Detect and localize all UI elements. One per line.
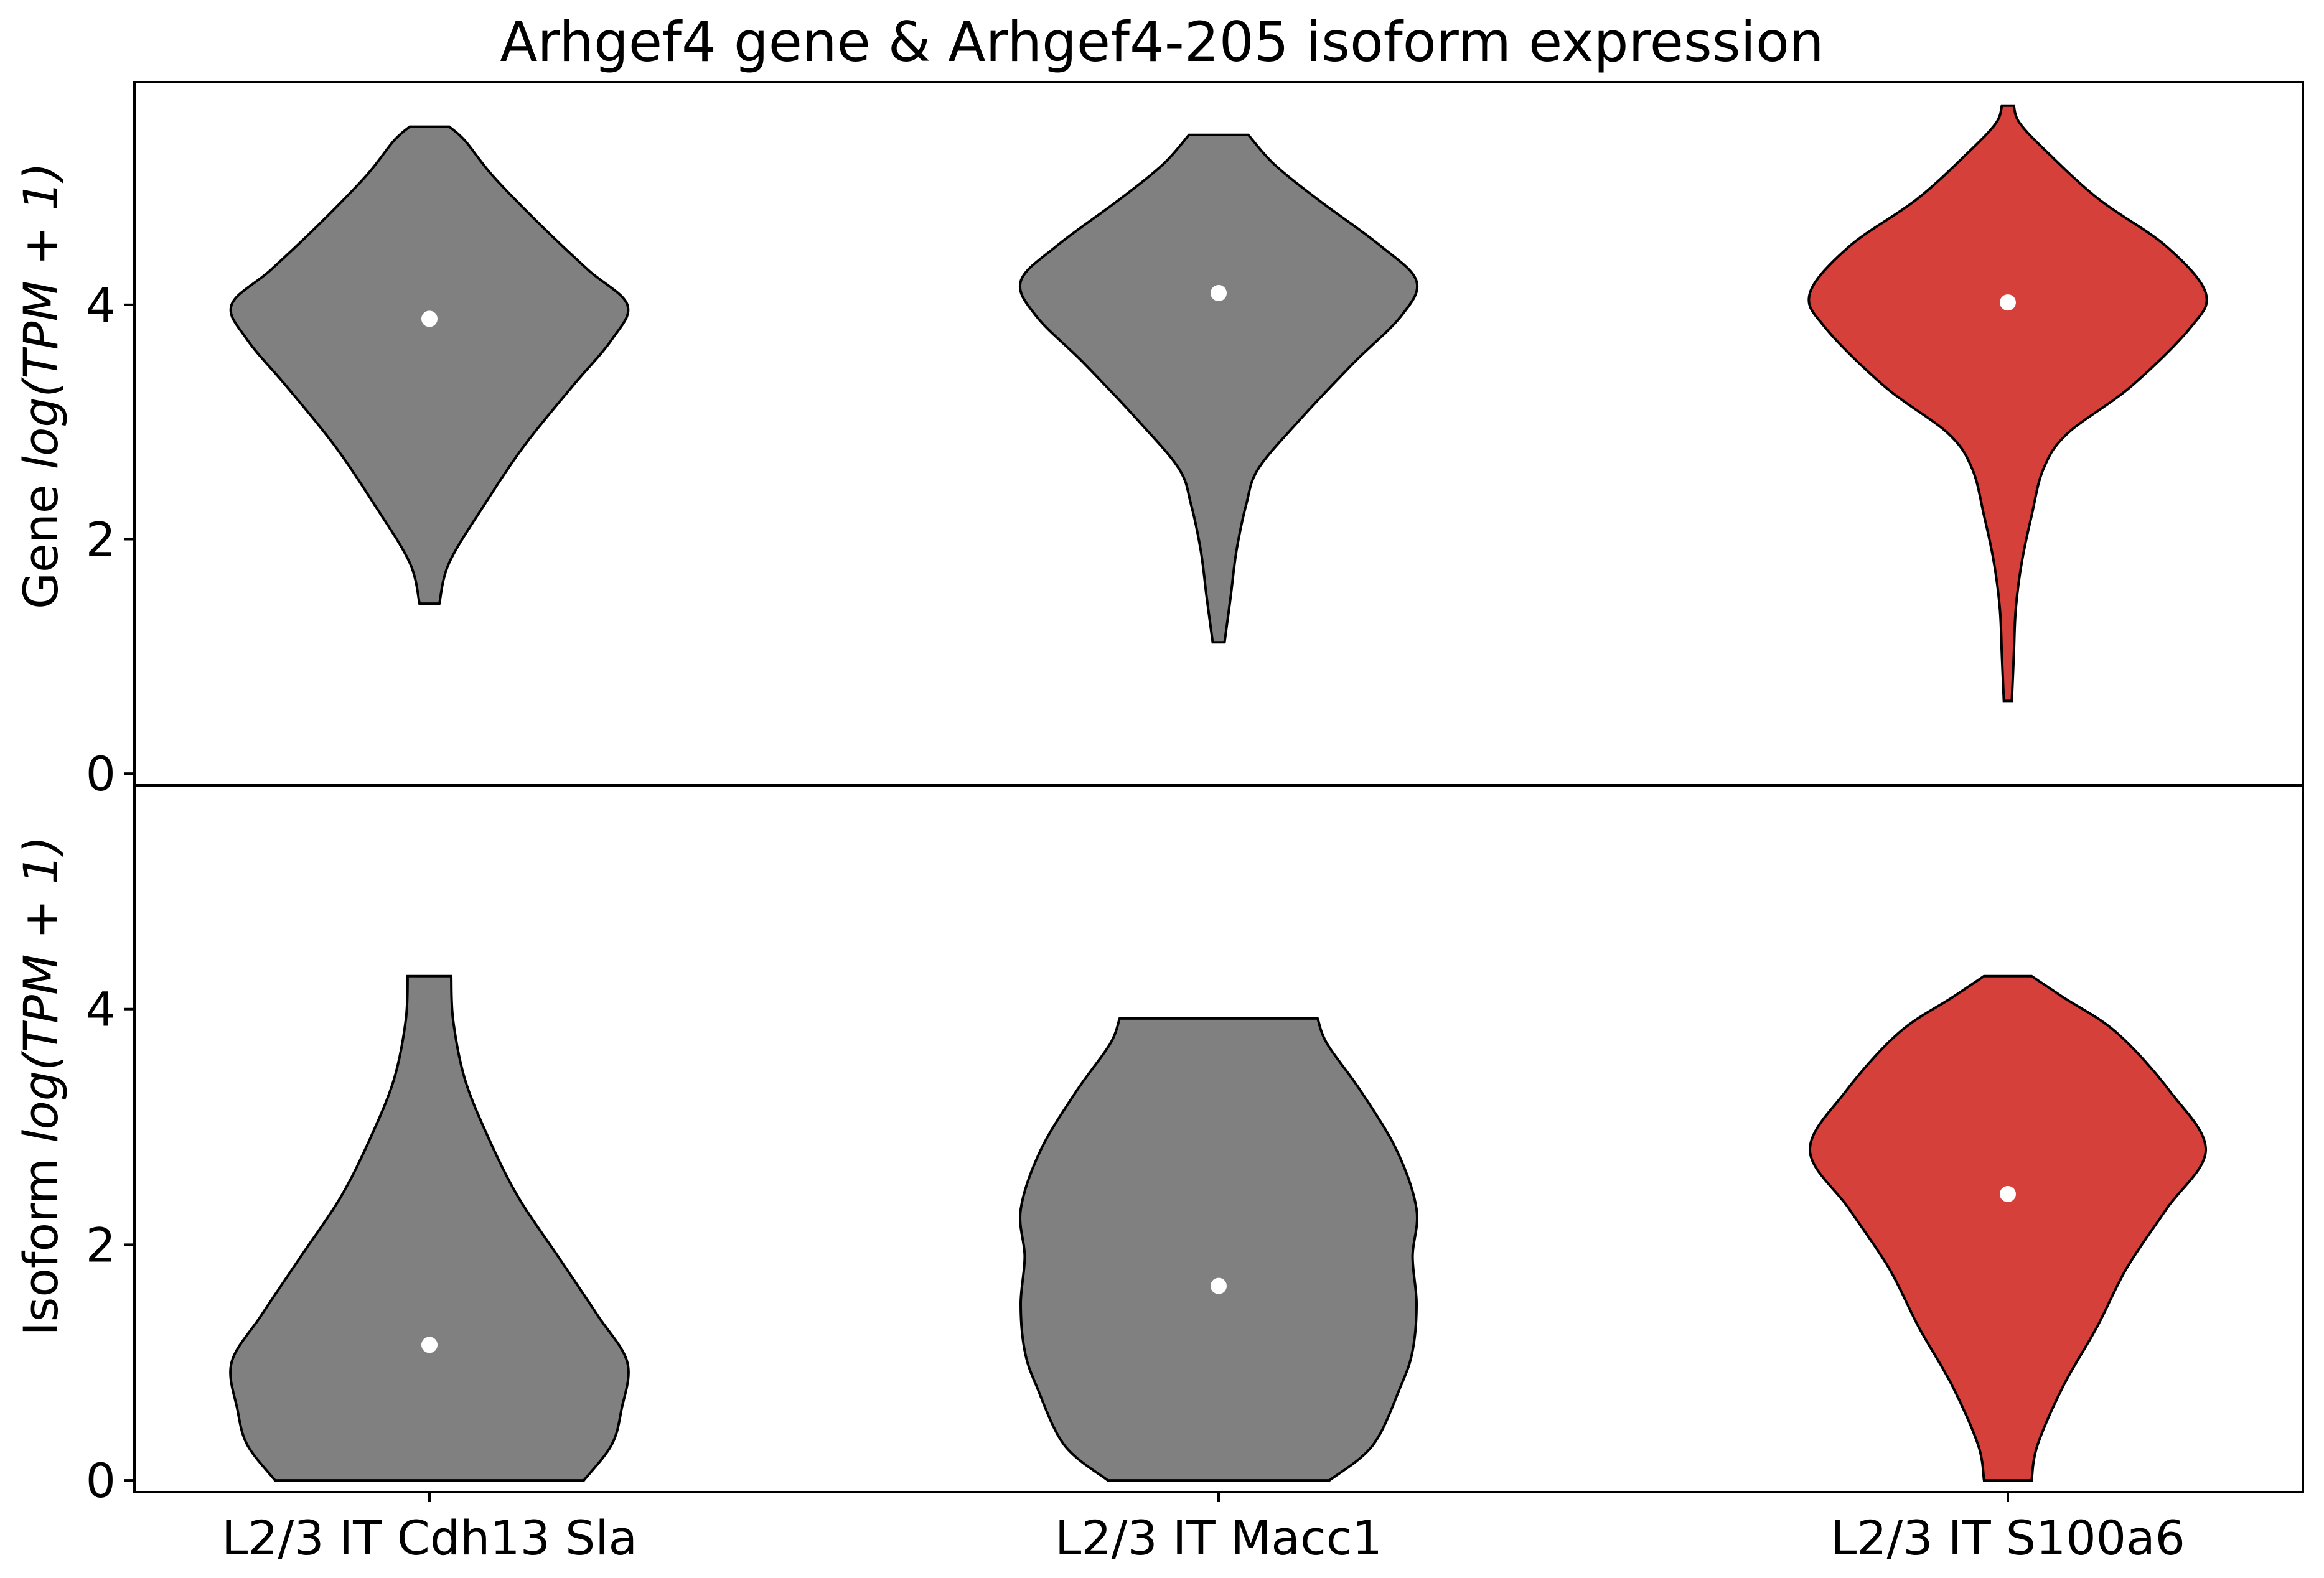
isoform-ytick-label: 4: [86, 982, 116, 1037]
x-axis: L2/3 IT Cdh13 Sla L2/3 IT Macc1 L2/3 IT S1…: [222, 1492, 2185, 1566]
isoform-ylabel: Isoform log(TPM + 1): [13, 836, 68, 1335]
gene-ylabel: Gene log(TPM + 1): [13, 162, 68, 609]
isoform-ytick-label: 2: [86, 1217, 116, 1272]
isoform-median-dot-3: [2000, 1185, 2016, 1202]
isoform-median-dot-1: [421, 1337, 438, 1353]
gene-ytick-label: 4: [86, 278, 116, 333]
isoform-violin-3: [1808, 974, 2208, 1482]
gene-ytick-label: 2: [86, 512, 116, 567]
isoform-violin-1: [229, 974, 630, 1482]
gene-median-dot-3: [2000, 294, 2016, 311]
gene-panel: 0 2 4: [86, 81, 2304, 801]
gene-median-dot-2: [1211, 285, 1227, 301]
isoform-median-dot-2: [1211, 1277, 1227, 1294]
gene-ytick-label: 0: [86, 746, 116, 801]
gene-violin-2: [1018, 133, 1419, 644]
isoform-ytick-label: 0: [86, 1453, 116, 1508]
gene-violin-3: [1807, 104, 2208, 703]
chart-title: Arhgef4 gene & Arhgef4-205 isoform expre…: [500, 10, 1824, 74]
gene-violin-1: [229, 125, 630, 605]
xtick-label: L2/3 IT Macc1: [1055, 1510, 1382, 1566]
xtick-label: L2/3 IT Cdh13 Sla: [222, 1510, 637, 1566]
gene-median-dot-1: [421, 310, 438, 327]
xtick-label: L2/3 IT S100a6: [1830, 1510, 2185, 1566]
isoform-violin-2: [1019, 1017, 1418, 1482]
isoform-panel: 0 2 4: [86, 784, 2304, 1508]
